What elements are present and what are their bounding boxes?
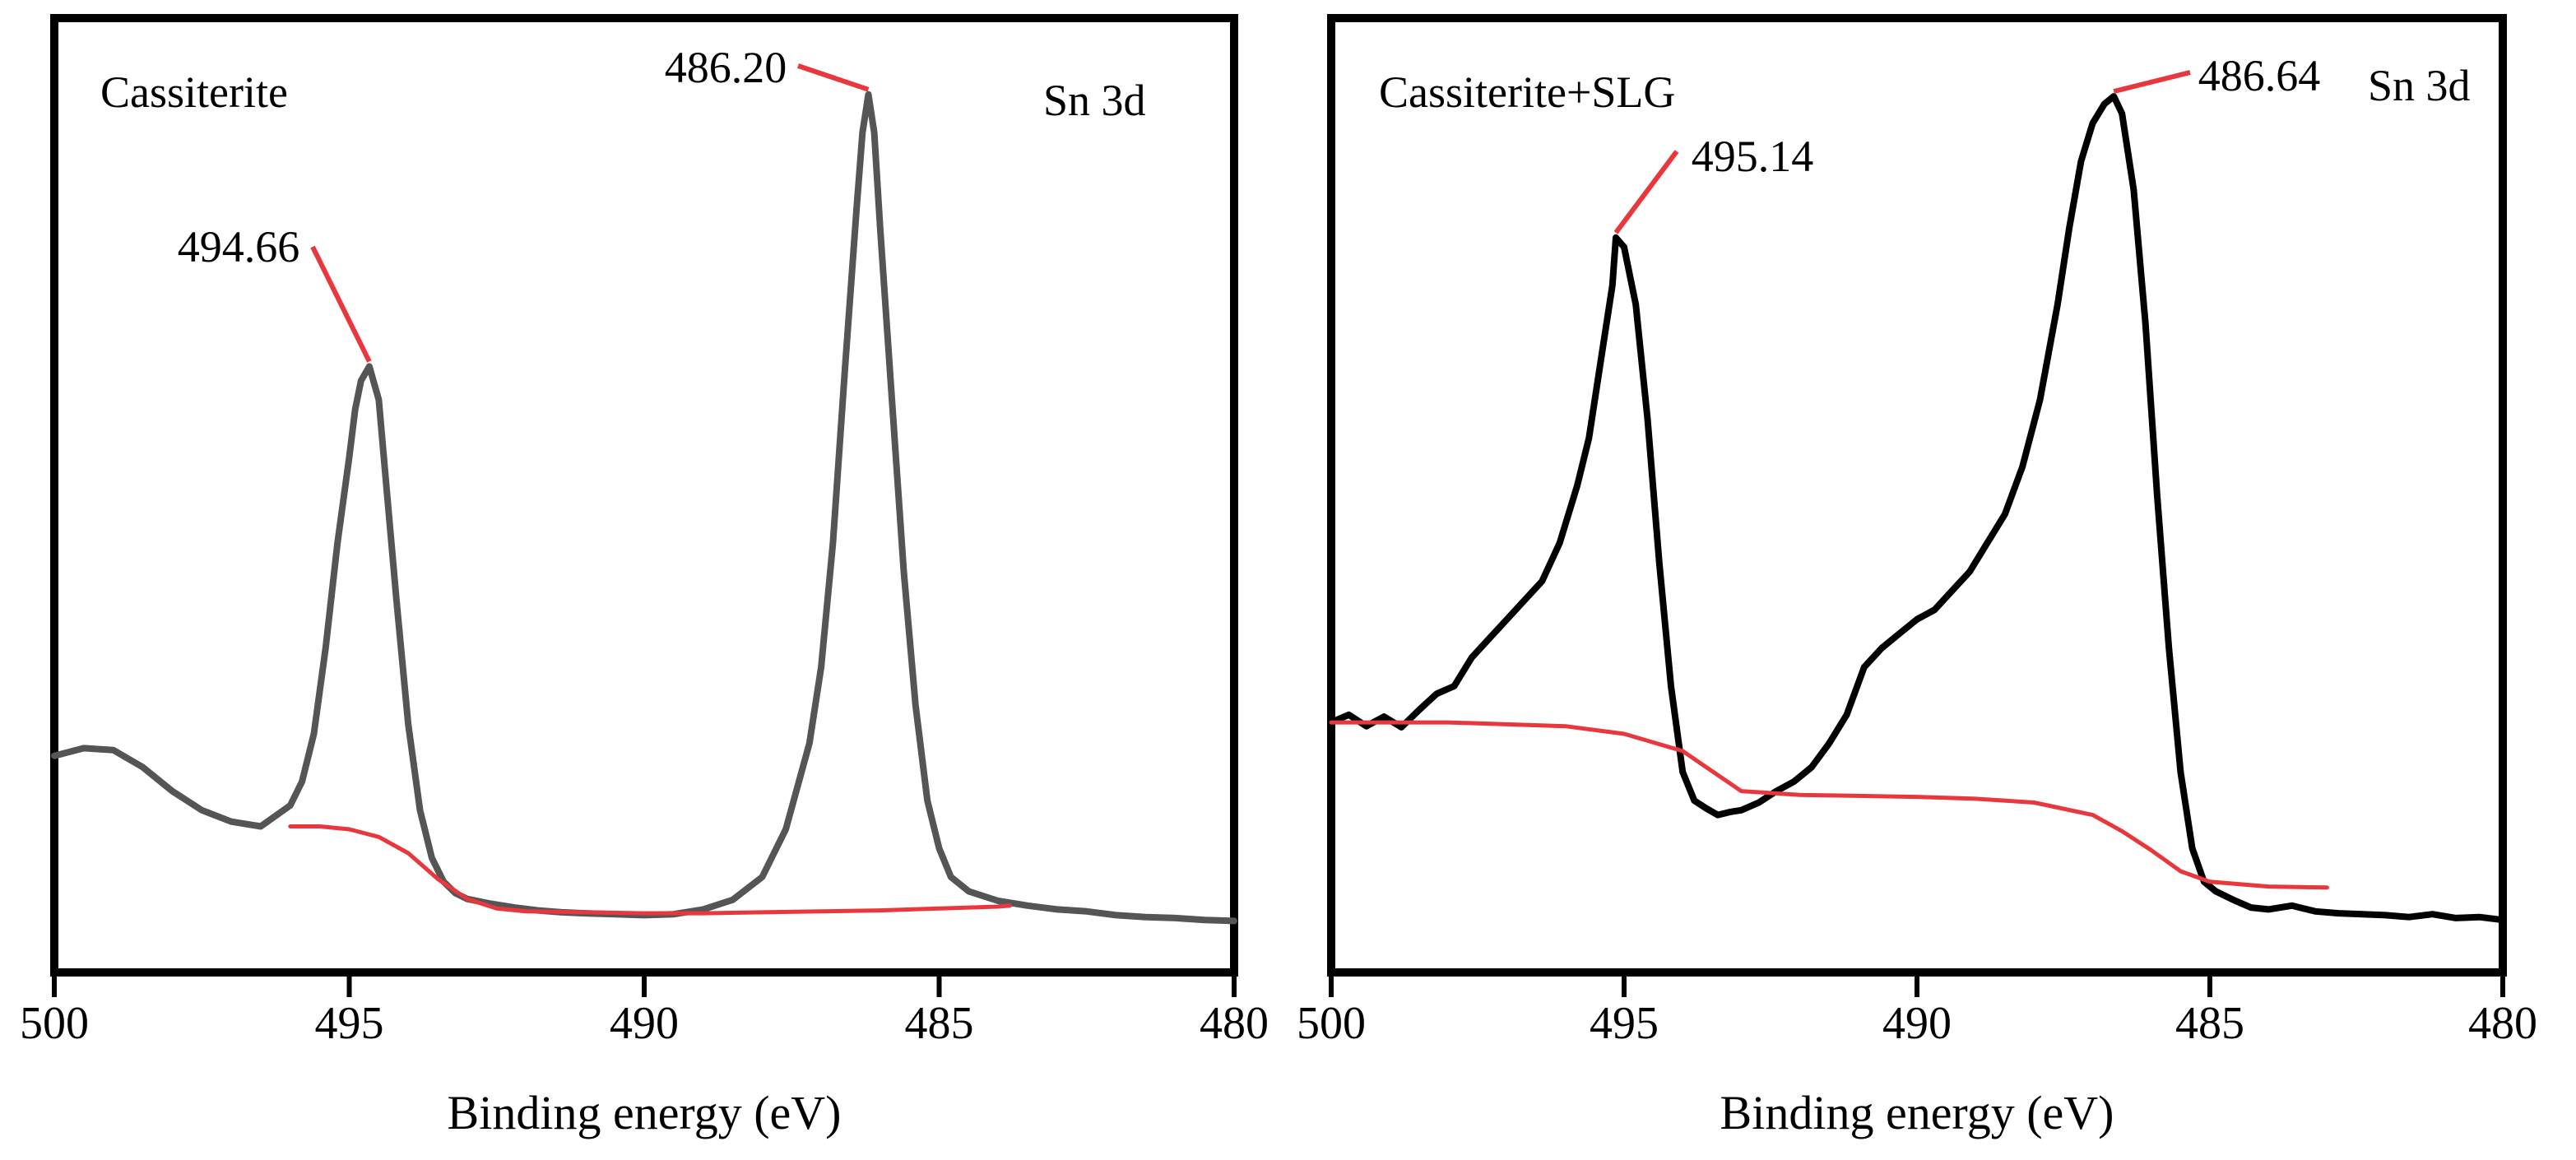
plot-area bbox=[1328, 70, 2506, 997]
x-axis-title: Binding energy (eV) bbox=[448, 1086, 842, 1139]
x-tick-label: 490 bbox=[610, 998, 679, 1049]
plot-area bbox=[51, 63, 1237, 997]
peak-leader-line bbox=[797, 63, 870, 92]
peak-label: 486.64 bbox=[2198, 51, 2321, 100]
plot-frame bbox=[50, 14, 1238, 977]
plot-frame bbox=[1327, 14, 2507, 977]
peak-leader-line bbox=[310, 245, 372, 363]
peak-label: 486.20 bbox=[665, 43, 787, 92]
background-line bbox=[1329, 720, 2329, 890]
peak-label: 494.66 bbox=[178, 222, 300, 271]
panel-cassiterite-slg: Cassiterite+SLG Sn 3d 500 495 490 485 48… bbox=[1297, 14, 2537, 1139]
sample-label: Cassiterite+SLG bbox=[1379, 67, 1675, 117]
peak-leader-line bbox=[1613, 150, 1679, 234]
x-tick-label: 500 bbox=[20, 998, 89, 1049]
peak-label: 495.14 bbox=[1692, 132, 1814, 181]
sample-label: Cassiterite bbox=[100, 67, 288, 117]
x-axis-title: Binding energy (eV) bbox=[1720, 1086, 2114, 1139]
x-tick-label: 480 bbox=[1200, 998, 1269, 1049]
spectrum-line bbox=[51, 90, 1237, 925]
region-label: Sn 3d bbox=[1043, 76, 1146, 125]
x-tick-label: 485 bbox=[2175, 998, 2244, 1049]
x-tick-label: 500 bbox=[1297, 998, 1366, 1049]
peak-leader-line bbox=[2113, 70, 2191, 95]
x-tick-label: 485 bbox=[905, 998, 974, 1049]
x-tick-label: 495 bbox=[315, 998, 384, 1049]
panel-cassiterite: Cassiterite Sn 3d 500 495 490 485 480 Bi… bbox=[20, 14, 1269, 1139]
spectrum-line bbox=[1328, 93, 2506, 924]
x-tick-label: 480 bbox=[2468, 998, 2537, 1049]
x-tick-label: 490 bbox=[1882, 998, 1952, 1049]
region-label: Sn 3d bbox=[2368, 61, 2471, 110]
background-line bbox=[288, 824, 1012, 916]
x-tick-label: 495 bbox=[1590, 998, 1659, 1049]
